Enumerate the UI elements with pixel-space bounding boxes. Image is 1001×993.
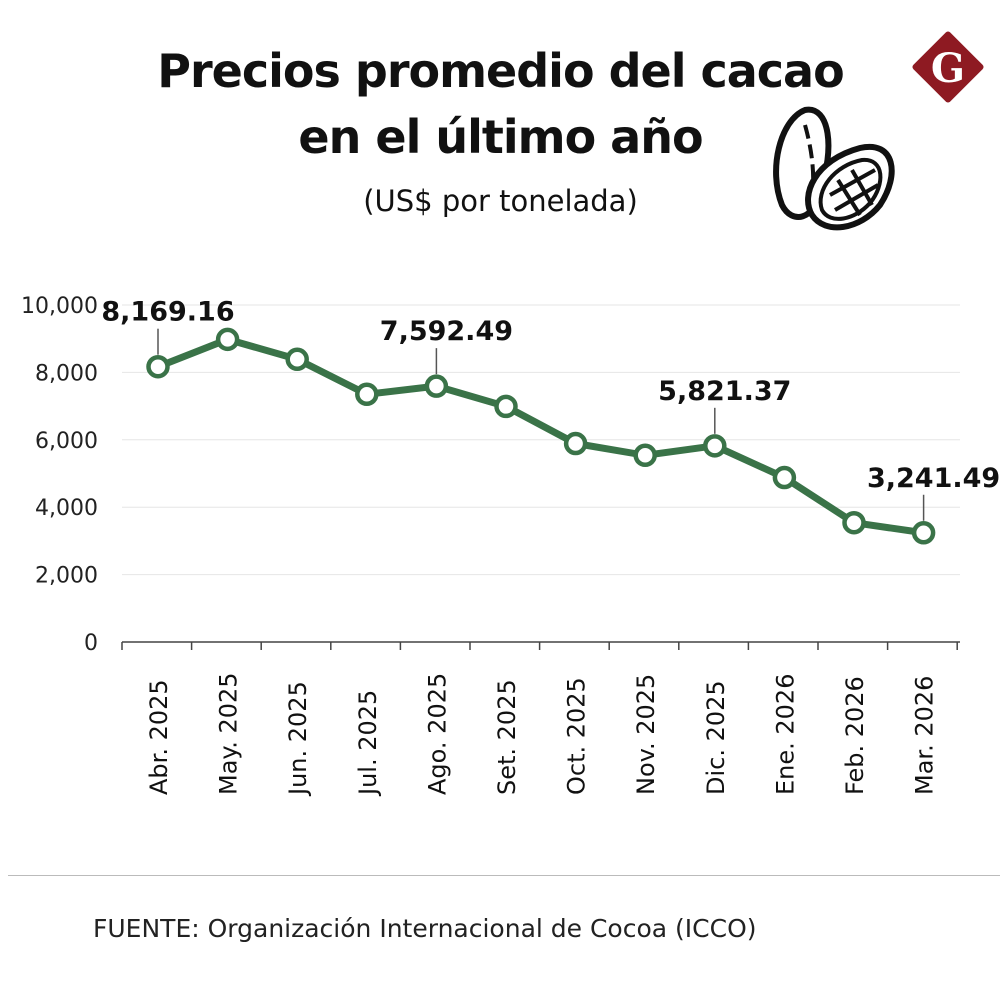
data-point — [563, 431, 588, 456]
y-tick-label: 0 — [84, 631, 98, 656]
data-point — [285, 347, 309, 372]
x-tick-label: Dic. 2025 — [702, 680, 730, 795]
y-tick-label: 4,000 — [35, 496, 98, 521]
x-tick-label: Feb. 2026 — [841, 676, 869, 795]
logo: G — [912, 31, 984, 103]
data-point — [911, 521, 936, 545]
x-tick-label: Set. 2025 — [493, 679, 521, 795]
x-tick-label: Ago. 2025 — [423, 673, 451, 795]
x-tick-label: Abr. 2025 — [145, 679, 173, 795]
data-point — [146, 354, 170, 379]
x-tick-label: Mar. 2026 — [911, 676, 939, 795]
y-tick-label: 10,000 — [21, 294, 98, 319]
source-note: FUENTE: Organización Internacional de Co… — [93, 914, 757, 943]
data-label: 5,821.37 — [658, 376, 791, 407]
x-tick-label: Oct. 2025 — [563, 677, 591, 795]
title-line-2: en el último año — [298, 110, 703, 164]
data-label: 3,241.49 — [867, 463, 1000, 494]
y-tick-label: 2,000 — [35, 564, 98, 589]
divider — [8, 875, 1000, 876]
series-line — [156, 335, 925, 537]
x-tick-label: Ene. 2026 — [771, 674, 799, 795]
data-point — [494, 394, 518, 419]
x-tick-label: Nov. 2025 — [632, 674, 660, 795]
x-tick-label: Jun. 2025 — [284, 681, 312, 797]
data-point — [772, 465, 797, 490]
data-point — [703, 434, 727, 458]
data-label: 8,169.16 — [101, 297, 234, 328]
svg-text:G: G — [931, 45, 965, 92]
y-tick-label: 6,000 — [35, 429, 98, 454]
y-tick-label: 8,000 — [35, 361, 98, 386]
data-point — [215, 327, 240, 352]
subtitle: (US$ por tonelada) — [363, 184, 638, 218]
cacao-pod-icon — [773, 106, 895, 231]
x-tick-label: May. 2025 — [215, 672, 243, 795]
data-point — [424, 374, 449, 398]
x-tick-label: Jul. 2025 — [354, 690, 382, 797]
title-line-1: Precios promedio del cacao — [157, 44, 844, 98]
data-label: 7,592.49 — [380, 316, 513, 347]
data-point — [842, 510, 866, 535]
data-point — [633, 443, 657, 468]
data-point — [355, 382, 379, 407]
